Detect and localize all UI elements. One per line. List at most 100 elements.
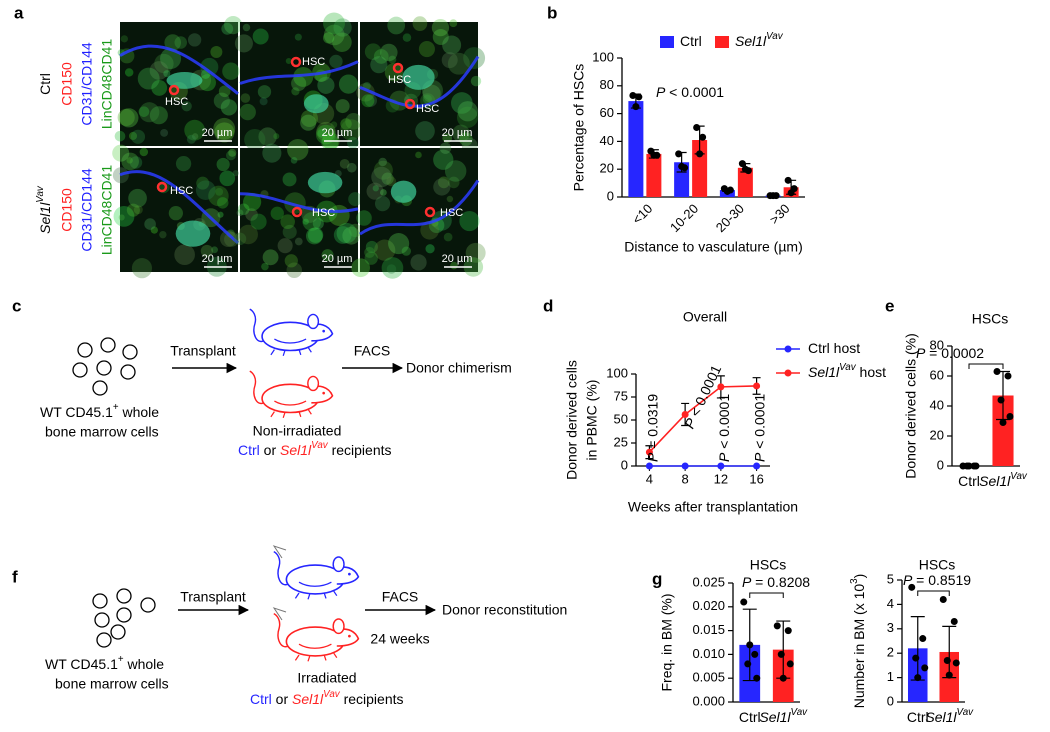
text-part: WT CD45.1 (40, 404, 113, 420)
cell (186, 134, 196, 144)
cell (402, 33, 412, 42)
y-axis-label: in PBMC (%) (584, 380, 600, 461)
bar (992, 395, 1014, 466)
panel-label: c (12, 296, 21, 315)
cell (257, 85, 272, 99)
cell (273, 133, 280, 140)
data-point (993, 368, 1001, 375)
hsc-label: HSC (416, 103, 439, 115)
cell (401, 246, 411, 256)
y-tick-label: 0 (887, 693, 894, 708)
x-tick-label: 16 (749, 471, 763, 486)
cell (198, 74, 216, 92)
bright-cell (175, 220, 211, 247)
condition-label: Non-irradiated (253, 423, 342, 439)
cell (345, 113, 362, 130)
legend-marker (784, 345, 792, 353)
data-point (746, 641, 754, 649)
data-point (751, 650, 759, 658)
cell (437, 176, 450, 189)
text-part: Vav (323, 689, 341, 700)
cell (422, 94, 432, 104)
bar (628, 101, 644, 197)
cell (121, 152, 139, 171)
x-tick-label: Sel1lVav (979, 471, 1028, 489)
panel-label: e (885, 296, 894, 315)
cell (225, 150, 236, 161)
text-part: Ctrl (958, 473, 980, 489)
text-part: Sel1l (37, 202, 53, 234)
x-tick-label: 10-20 (667, 201, 701, 235)
micrograph-bg (360, 148, 478, 272)
cell (329, 54, 343, 69)
text-part: Ctrl (37, 73, 53, 95)
cell (373, 160, 393, 180)
marker (717, 383, 725, 391)
cell (270, 206, 284, 220)
annotation: P = 0.0002 (916, 345, 984, 361)
annotation: P < 0.0001 (751, 394, 767, 462)
data-point (999, 419, 1007, 426)
text-part: or (260, 442, 280, 458)
data-point (919, 635, 927, 643)
annotation: P < 0.0001 (716, 394, 732, 462)
data-point (939, 596, 947, 604)
legend-swatch (660, 36, 674, 48)
data-point (753, 674, 761, 682)
cell (335, 99, 350, 114)
cell (130, 129, 146, 144)
cell (463, 47, 486, 69)
cell (291, 87, 300, 96)
legend-swatch (715, 36, 729, 48)
text-part: P (903, 572, 913, 588)
text-part: P (716, 452, 732, 462)
cell (117, 108, 135, 127)
data-point (699, 133, 707, 141)
panel-label: f (12, 567, 18, 586)
y-tick-label: 100 (606, 365, 628, 380)
cell (380, 43, 398, 62)
text-part: + (113, 402, 119, 413)
stain-label: CD150 (59, 188, 75, 232)
panel-label: g (652, 569, 662, 588)
data-point (965, 462, 973, 470)
cell (333, 226, 352, 244)
cell (300, 109, 319, 128)
marker (681, 410, 689, 418)
cell (208, 185, 229, 207)
panel-label: b (547, 3, 557, 22)
y-tick-label: 0.010 (692, 646, 725, 661)
cell (305, 227, 323, 245)
text-part: Sel1l (280, 442, 312, 458)
cell (361, 94, 375, 108)
hsc-label: HSC (440, 207, 463, 219)
bar (646, 153, 662, 197)
cell (340, 119, 362, 141)
cell (218, 85, 231, 98)
vessel (359, 179, 480, 236)
cell (213, 92, 230, 109)
cell (441, 52, 458, 69)
marker (645, 462, 653, 470)
hsc-label: HSC (388, 74, 411, 86)
arrow-label: FACS (382, 589, 419, 605)
scale-bar-label: 20 µm (202, 253, 233, 265)
cell (410, 254, 427, 271)
cell (356, 210, 372, 226)
cell (277, 238, 293, 254)
y-axis-label: Donor derived cells (%) (903, 333, 919, 479)
cell (371, 166, 392, 188)
y-tick-label: 0.025 (692, 574, 725, 589)
data-point (696, 150, 704, 158)
legend-label: Ctrl host (808, 340, 860, 356)
marker (753, 382, 761, 390)
text-part: = 0.0319 (644, 394, 660, 453)
cell (245, 208, 258, 221)
text-part: Sel1l (759, 709, 791, 725)
cell (317, 128, 327, 138)
text-part: Ctrl host (808, 340, 860, 356)
y-tick-label: 20 (600, 161, 614, 176)
vessel (239, 60, 359, 85)
bar (737, 167, 753, 197)
cell (196, 176, 210, 190)
